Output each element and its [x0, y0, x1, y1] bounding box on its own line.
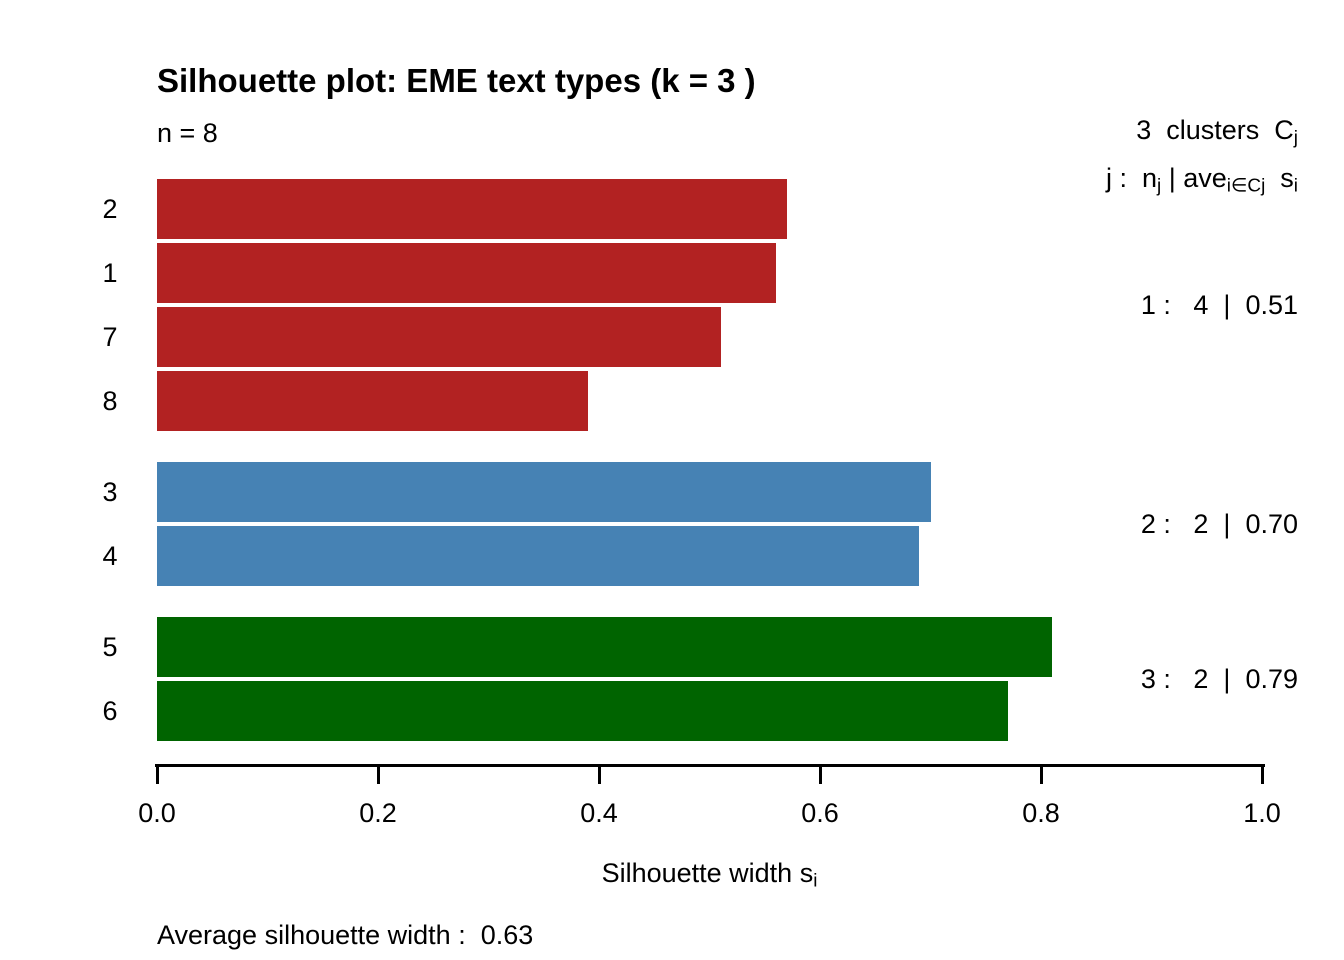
cluster-stat-label: 1 : 4 | 0.51 [1140, 290, 1298, 320]
observation-label: 3 [102, 477, 118, 507]
x-axis-tick-label: 0.0 [138, 798, 176, 828]
x-axis-tick [1040, 764, 1043, 784]
silhouette-bar [157, 462, 931, 522]
x-axis-tick-label: 0.2 [359, 798, 397, 828]
observation-label: 8 [102, 386, 118, 416]
legend-line-formula: j : nj | avei∈Cj si [1105, 163, 1298, 197]
x-axis-title: Silhouette width si [601, 858, 818, 892]
observation-label: 5 [102, 632, 118, 662]
x-axis-tick [598, 764, 601, 784]
x-axis-tick-label: 1.0 [1243, 798, 1281, 828]
x-axis-tick [156, 764, 159, 784]
average-silhouette-width-label: Average silhouette width : 0.63 [157, 920, 534, 950]
x-axis-tick [377, 764, 380, 784]
silhouette-bar [157, 243, 776, 303]
observation-label: 6 [102, 696, 118, 726]
silhouette-bar [157, 371, 588, 431]
silhouette-bar [157, 617, 1052, 677]
chart-title: Silhouette plot: EME text types (k = 3 ) [157, 62, 756, 99]
silhouette-bar [157, 681, 1008, 741]
observation-label: 2 [102, 194, 118, 224]
x-axis-line [155, 764, 1265, 767]
x-axis-tick [1261, 764, 1264, 784]
cluster-stat-label: 3 : 2 | 0.79 [1140, 664, 1298, 694]
silhouette-bar [157, 179, 787, 239]
silhouette-bar [157, 307, 721, 367]
n-observations-label: n = 8 [157, 118, 218, 148]
x-axis-tick [819, 764, 822, 784]
observation-label: 4 [102, 541, 118, 571]
x-axis-tick-label: 0.4 [580, 798, 618, 828]
observation-label: 7 [102, 322, 118, 352]
cluster-legend: 3 clusters Cj j : nj | avei∈Cj si [1106, 106, 1298, 202]
legend-line-clusters: 3 clusters Cj [1136, 115, 1298, 149]
silhouette-bar [157, 526, 919, 586]
cluster-stat-label: 2 : 2 | 0.70 [1140, 509, 1298, 539]
x-axis-tick-label: 0.8 [1022, 798, 1060, 828]
observation-label: 1 [102, 258, 118, 288]
x-axis-tick-label: 0.6 [801, 798, 839, 828]
